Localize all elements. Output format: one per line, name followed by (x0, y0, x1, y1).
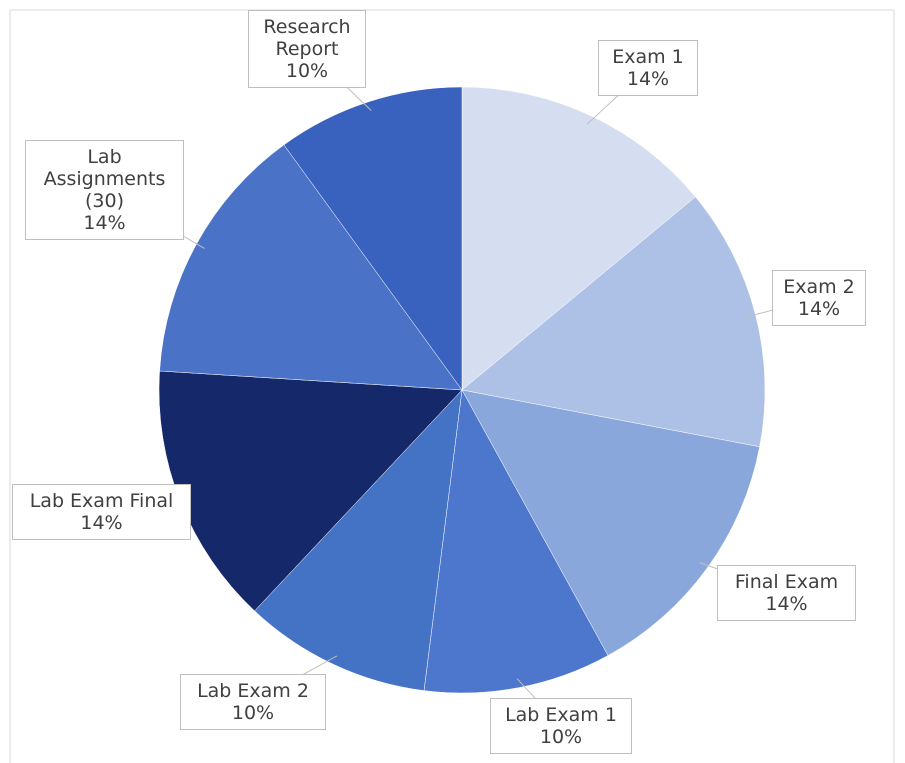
value-label: 14% (797, 298, 841, 320)
data-label: Lab Exam Final 14% (12, 484, 191, 540)
pie-slice (461, 389, 760, 656)
data-label: Final Exam 14% (717, 565, 856, 621)
category-label: Research Report (263, 16, 351, 60)
data-label: Lab Exam 2 10% (180, 674, 326, 730)
data-label: Research Report 10% (248, 10, 366, 88)
data-label: Lab Assignments (30) 14% (25, 140, 184, 240)
category-label: Exam 1 (612, 46, 684, 68)
value-label: 14% (626, 68, 670, 90)
category-label: Final Exam (734, 571, 839, 593)
pie-slice (283, 86, 463, 391)
pie-slice (461, 86, 696, 391)
data-label: Exam 2 14% (772, 270, 866, 326)
category-label: Lab Exam Final (29, 490, 174, 512)
pie-slice (254, 389, 463, 691)
value-label: 10% (285, 60, 329, 82)
value-label: 10% (539, 726, 583, 748)
category-label: Lab Exam 1 (505, 704, 617, 726)
category-label: Lab Exam 2 (197, 680, 309, 702)
value-label: 14% (765, 593, 808, 615)
chart-frame (9, 9, 895, 763)
data-label: Exam 1 14% (598, 40, 698, 96)
data-label: Lab Exam 1 10% (490, 698, 632, 754)
value-label: 10% (231, 702, 275, 724)
pie-slice (423, 389, 609, 694)
category-label: Exam 2 (783, 276, 855, 298)
value-label: 14% (80, 512, 123, 534)
value-label: 14% (83, 212, 126, 234)
category-label: Lab Assignments (30) (43, 146, 166, 212)
